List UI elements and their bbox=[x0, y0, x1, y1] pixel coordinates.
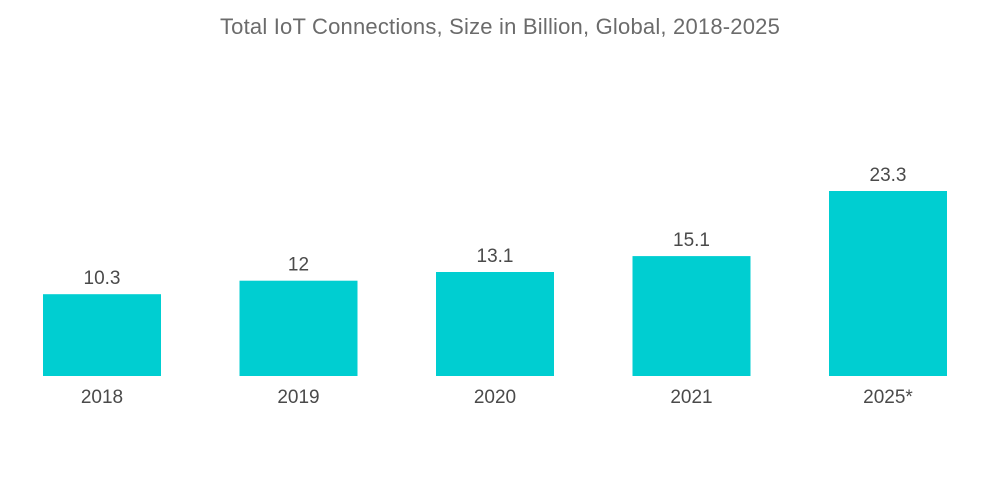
chart-title: Total IoT Connections, Size in Billion, … bbox=[219, 14, 781, 39]
x-tick-label-2025*: 2025* bbox=[863, 387, 913, 408]
value-label-2021: 15.1 bbox=[673, 230, 710, 251]
bar-2019 bbox=[239, 280, 358, 376]
x-tick-label-2021: 2021 bbox=[670, 387, 712, 408]
bar-2020 bbox=[436, 272, 554, 376]
x-tick-label-2019: 2019 bbox=[277, 387, 319, 408]
value-label-2018: 10.3 bbox=[84, 268, 121, 289]
value-label-2020: 13.1 bbox=[477, 246, 514, 267]
bar-2025* bbox=[829, 191, 947, 376]
value-label-2019: 12 bbox=[288, 255, 309, 276]
bar-2021 bbox=[632, 256, 751, 376]
x-tick-label-2020: 2020 bbox=[474, 387, 516, 408]
bar-2018 bbox=[43, 294, 161, 376]
bars-layer bbox=[43, 191, 947, 376]
tick-labels-layer: 2018 2019 2020 2021 2025* bbox=[81, 387, 914, 408]
value-label-2025*: 23.3 bbox=[870, 165, 907, 186]
x-tick-label-2018: 2018 bbox=[81, 387, 123, 408]
value-labels-layer: 10.3 12 13.1 15.1 23.3 bbox=[84, 165, 907, 289]
